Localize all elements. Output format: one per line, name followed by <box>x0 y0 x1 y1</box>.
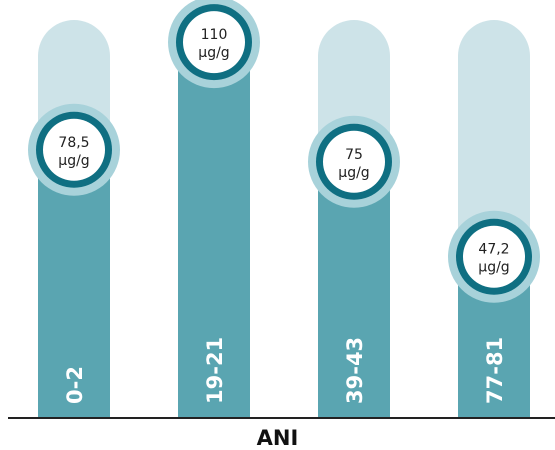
bars-group: 0-2 78,5 µg/g 19-21 110 µg/g 39-43 75 µg/g 77-81 4… <box>28 0 540 419</box>
value-bubble: 75 µg/g <box>308 115 400 208</box>
value-label: 78,5 <box>58 135 89 151</box>
value-label: 47,2 <box>478 242 509 258</box>
unit-label: µg/g <box>198 45 229 61</box>
bubble-center <box>463 225 525 288</box>
bubble-center <box>183 11 245 74</box>
bubble-center <box>43 118 105 181</box>
category-label: 0-2 <box>63 366 87 404</box>
value-label: 75 <box>345 147 363 163</box>
x-axis-label: ANI <box>256 426 299 450</box>
unit-label: µg/g <box>478 260 509 276</box>
category-label: 19-21 <box>203 337 227 404</box>
value-bubble: 47,2 µg/g <box>448 210 540 303</box>
bar-19-21 <box>178 42 250 419</box>
unit-label: µg/g <box>58 153 89 169</box>
value-bubble: 78,5 µg/g <box>28 103 120 196</box>
bubble-center <box>323 130 385 193</box>
category-label: 39-43 <box>343 337 367 404</box>
value-bubble: 110 µg/g <box>168 0 260 89</box>
value-label: 110 <box>201 27 228 43</box>
unit-label: µg/g <box>338 165 369 181</box>
category-label: 77-81 <box>483 337 507 404</box>
